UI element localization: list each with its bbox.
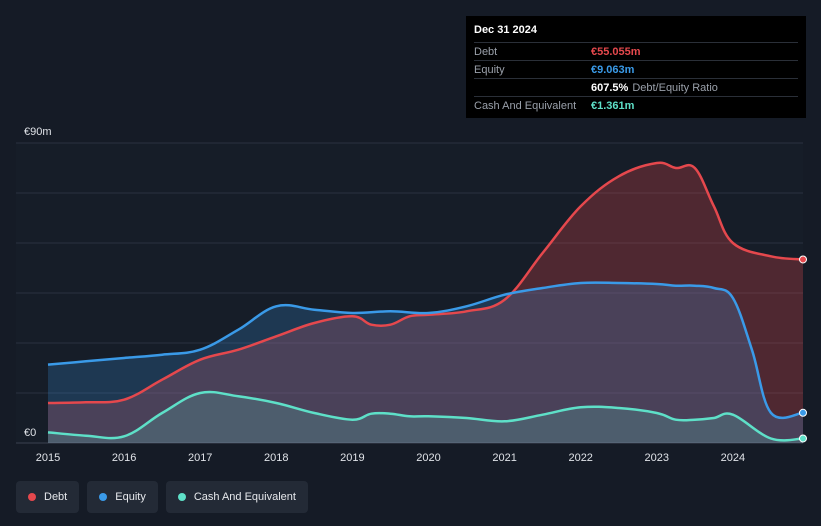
tooltip-label: Cash And Equivalent: [474, 99, 577, 112]
legend-dot-icon: [177, 493, 186, 501]
tooltip-label: Equity: [474, 63, 505, 76]
tooltip-suffix: Debt/Equity Ratio: [632, 81, 718, 94]
legend-dot-icon: [99, 493, 108, 501]
tooltip-row-ratio: 607.5% Debt/Equity Ratio: [474, 78, 798, 96]
tooltip-row-equity: Equity €9.063m: [474, 60, 798, 78]
tooltip-value: €9.063m: [591, 63, 635, 76]
debt-line: [47, 161, 804, 405]
debt-end-marker: [799, 255, 807, 264]
x-tick-label: 2024: [721, 452, 745, 464]
tooltip-value: 607.5%: [591, 81, 629, 94]
equity-line: [47, 281, 804, 420]
cash-end-marker: [799, 434, 807, 443]
tooltip-value: €55.055m: [591, 45, 641, 58]
cash-area: [48, 391, 803, 443]
tooltip-label: Debt: [474, 45, 498, 58]
legend-label: Equity: [115, 491, 146, 503]
equity-end-marker: [799, 408, 807, 417]
equity-area: [48, 282, 803, 443]
gridlines: [16, 142, 803, 444]
x-tick-label: 2016: [112, 452, 136, 464]
x-tick-label: 2018: [264, 452, 288, 464]
legend: Debt Equity Cash And Equivalent: [16, 481, 308, 513]
legend-label: Debt: [44, 491, 68, 503]
tooltip-row-debt: Debt €55.055m: [474, 42, 798, 60]
x-tick-label: 2022: [568, 452, 592, 464]
x-tick-label: 2023: [645, 452, 669, 464]
x-tick-label: 2015: [36, 452, 60, 464]
series-areas: [48, 162, 803, 444]
x-tick-label: 2019: [340, 452, 364, 464]
x-tick-label: 2020: [416, 452, 440, 464]
x-tick-label: 2017: [188, 452, 212, 464]
series-lines: [47, 161, 804, 442]
tooltip: Dec 31 2024 Debt €55.055m Equity €9.063m…: [466, 16, 806, 118]
legend-dot-icon: [28, 493, 36, 501]
tooltip-value: €1.361m: [591, 99, 635, 112]
tooltip-row-cash: Cash And Equivalent €1.361m: [474, 96, 798, 114]
chart: €90m €0 2015 2016 2017 2018 2019 2020 2021 2022…: [16, 126, 807, 464]
x-tick-label: 2021: [492, 452, 516, 464]
debt-area: [48, 162, 803, 444]
tooltip-date: Dec 31 2024: [474, 24, 537, 36]
legend-item-debt[interactable]: Debt: [16, 481, 80, 513]
y-tick-label-max: €90m: [24, 126, 52, 138]
x-axis: 2015 2016 2017 2018 2019 2020 2021 2022 2023 2024: [36, 452, 745, 464]
cash-line: [47, 390, 804, 442]
legend-item-equity[interactable]: Equity: [87, 481, 158, 513]
legend-label: Cash And Equivalent: [193, 491, 296, 503]
y-tick-label-min: €0: [24, 427, 36, 439]
series-end-markers: [799, 255, 807, 443]
legend-item-cash[interactable]: Cash And Equivalent: [165, 481, 308, 513]
